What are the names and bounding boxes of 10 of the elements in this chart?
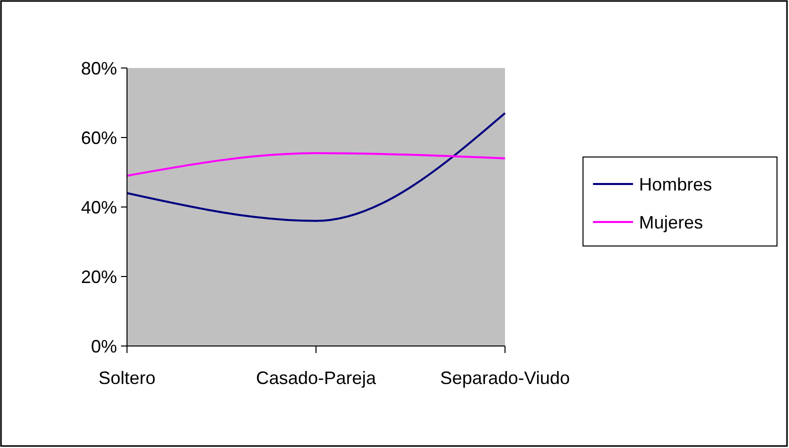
x-tick-label: Casado-Pareja xyxy=(256,368,378,388)
y-tick-label: 40% xyxy=(80,197,117,218)
x-tick-label: Soltero xyxy=(98,368,156,388)
y-tick-label: 80% xyxy=(80,58,117,78)
y-tick-label: 20% xyxy=(80,266,117,287)
legend-label: Mujeres xyxy=(639,212,704,232)
y-tick-label: 60% xyxy=(80,128,117,148)
legend-label: Hombres xyxy=(639,174,712,194)
x-tick-label: Separado-Viudo xyxy=(440,368,570,388)
y-tick-label: 0% xyxy=(90,336,117,356)
